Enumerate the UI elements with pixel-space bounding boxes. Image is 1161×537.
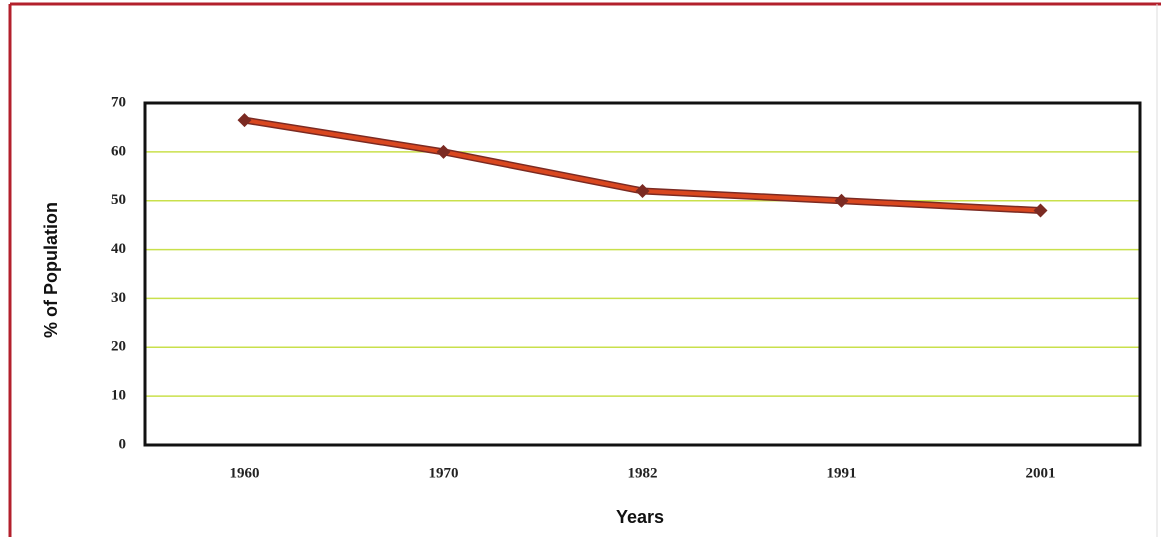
x-tick-label: 1960 bbox=[230, 465, 260, 481]
plot-area bbox=[145, 103, 1140, 445]
marker bbox=[635, 183, 650, 198]
marker bbox=[436, 144, 451, 159]
marker bbox=[1033, 203, 1048, 218]
x-tick-label: 1970 bbox=[429, 465, 459, 481]
y-tick-label: 40 bbox=[111, 241, 126, 257]
x-tick-label: 1982 bbox=[628, 465, 658, 481]
marker bbox=[237, 113, 252, 128]
x-tick-label: 2001 bbox=[1026, 465, 1056, 481]
x-tick-label: 1991 bbox=[827, 465, 857, 481]
plot-border bbox=[143, 101, 1142, 447]
y-tick-label: 30 bbox=[111, 290, 126, 306]
y-tick-label: 0 bbox=[119, 436, 127, 452]
y-axis-title: % of Population bbox=[41, 202, 61, 338]
marker bbox=[834, 193, 849, 208]
y-tick-label: 60 bbox=[111, 143, 126, 159]
y-tick-label: 70 bbox=[111, 94, 126, 110]
x-axis-title: Years bbox=[616, 507, 664, 527]
y-tick-label: 20 bbox=[111, 339, 126, 355]
y-tick-label: 50 bbox=[111, 192, 126, 208]
y-tick-label: 10 bbox=[111, 388, 126, 404]
